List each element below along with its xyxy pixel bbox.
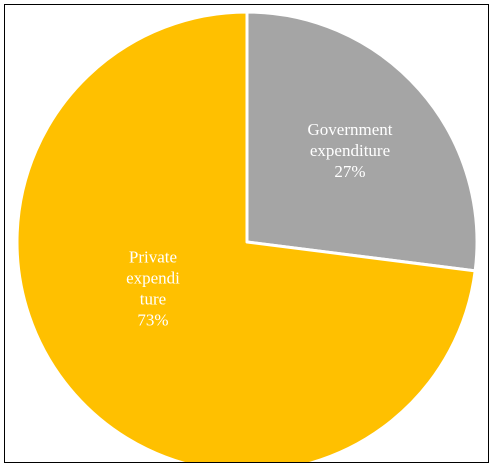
slice-label-1: Private expendi ture 73% xyxy=(126,248,180,330)
slice-category-label: Private xyxy=(129,248,177,267)
slice-value-label: 27% xyxy=(334,162,365,181)
slice-category-label: Government xyxy=(308,120,393,139)
chart-frame: Government expenditure 27% Private expendi tu… xyxy=(4,4,489,463)
slice-label-0: Government expenditure 27% xyxy=(308,120,393,181)
pie-slice-0 xyxy=(245,10,479,273)
slice-category-label: expendi xyxy=(126,269,180,288)
pie-chart: Government expenditure 27%Private expendi tu… xyxy=(15,10,479,462)
slice-category-label: ture xyxy=(140,290,166,309)
pie-slice-1 xyxy=(15,10,477,462)
slice-value-label: 73% xyxy=(137,311,168,330)
slice-category-label: expenditure xyxy=(310,141,390,160)
